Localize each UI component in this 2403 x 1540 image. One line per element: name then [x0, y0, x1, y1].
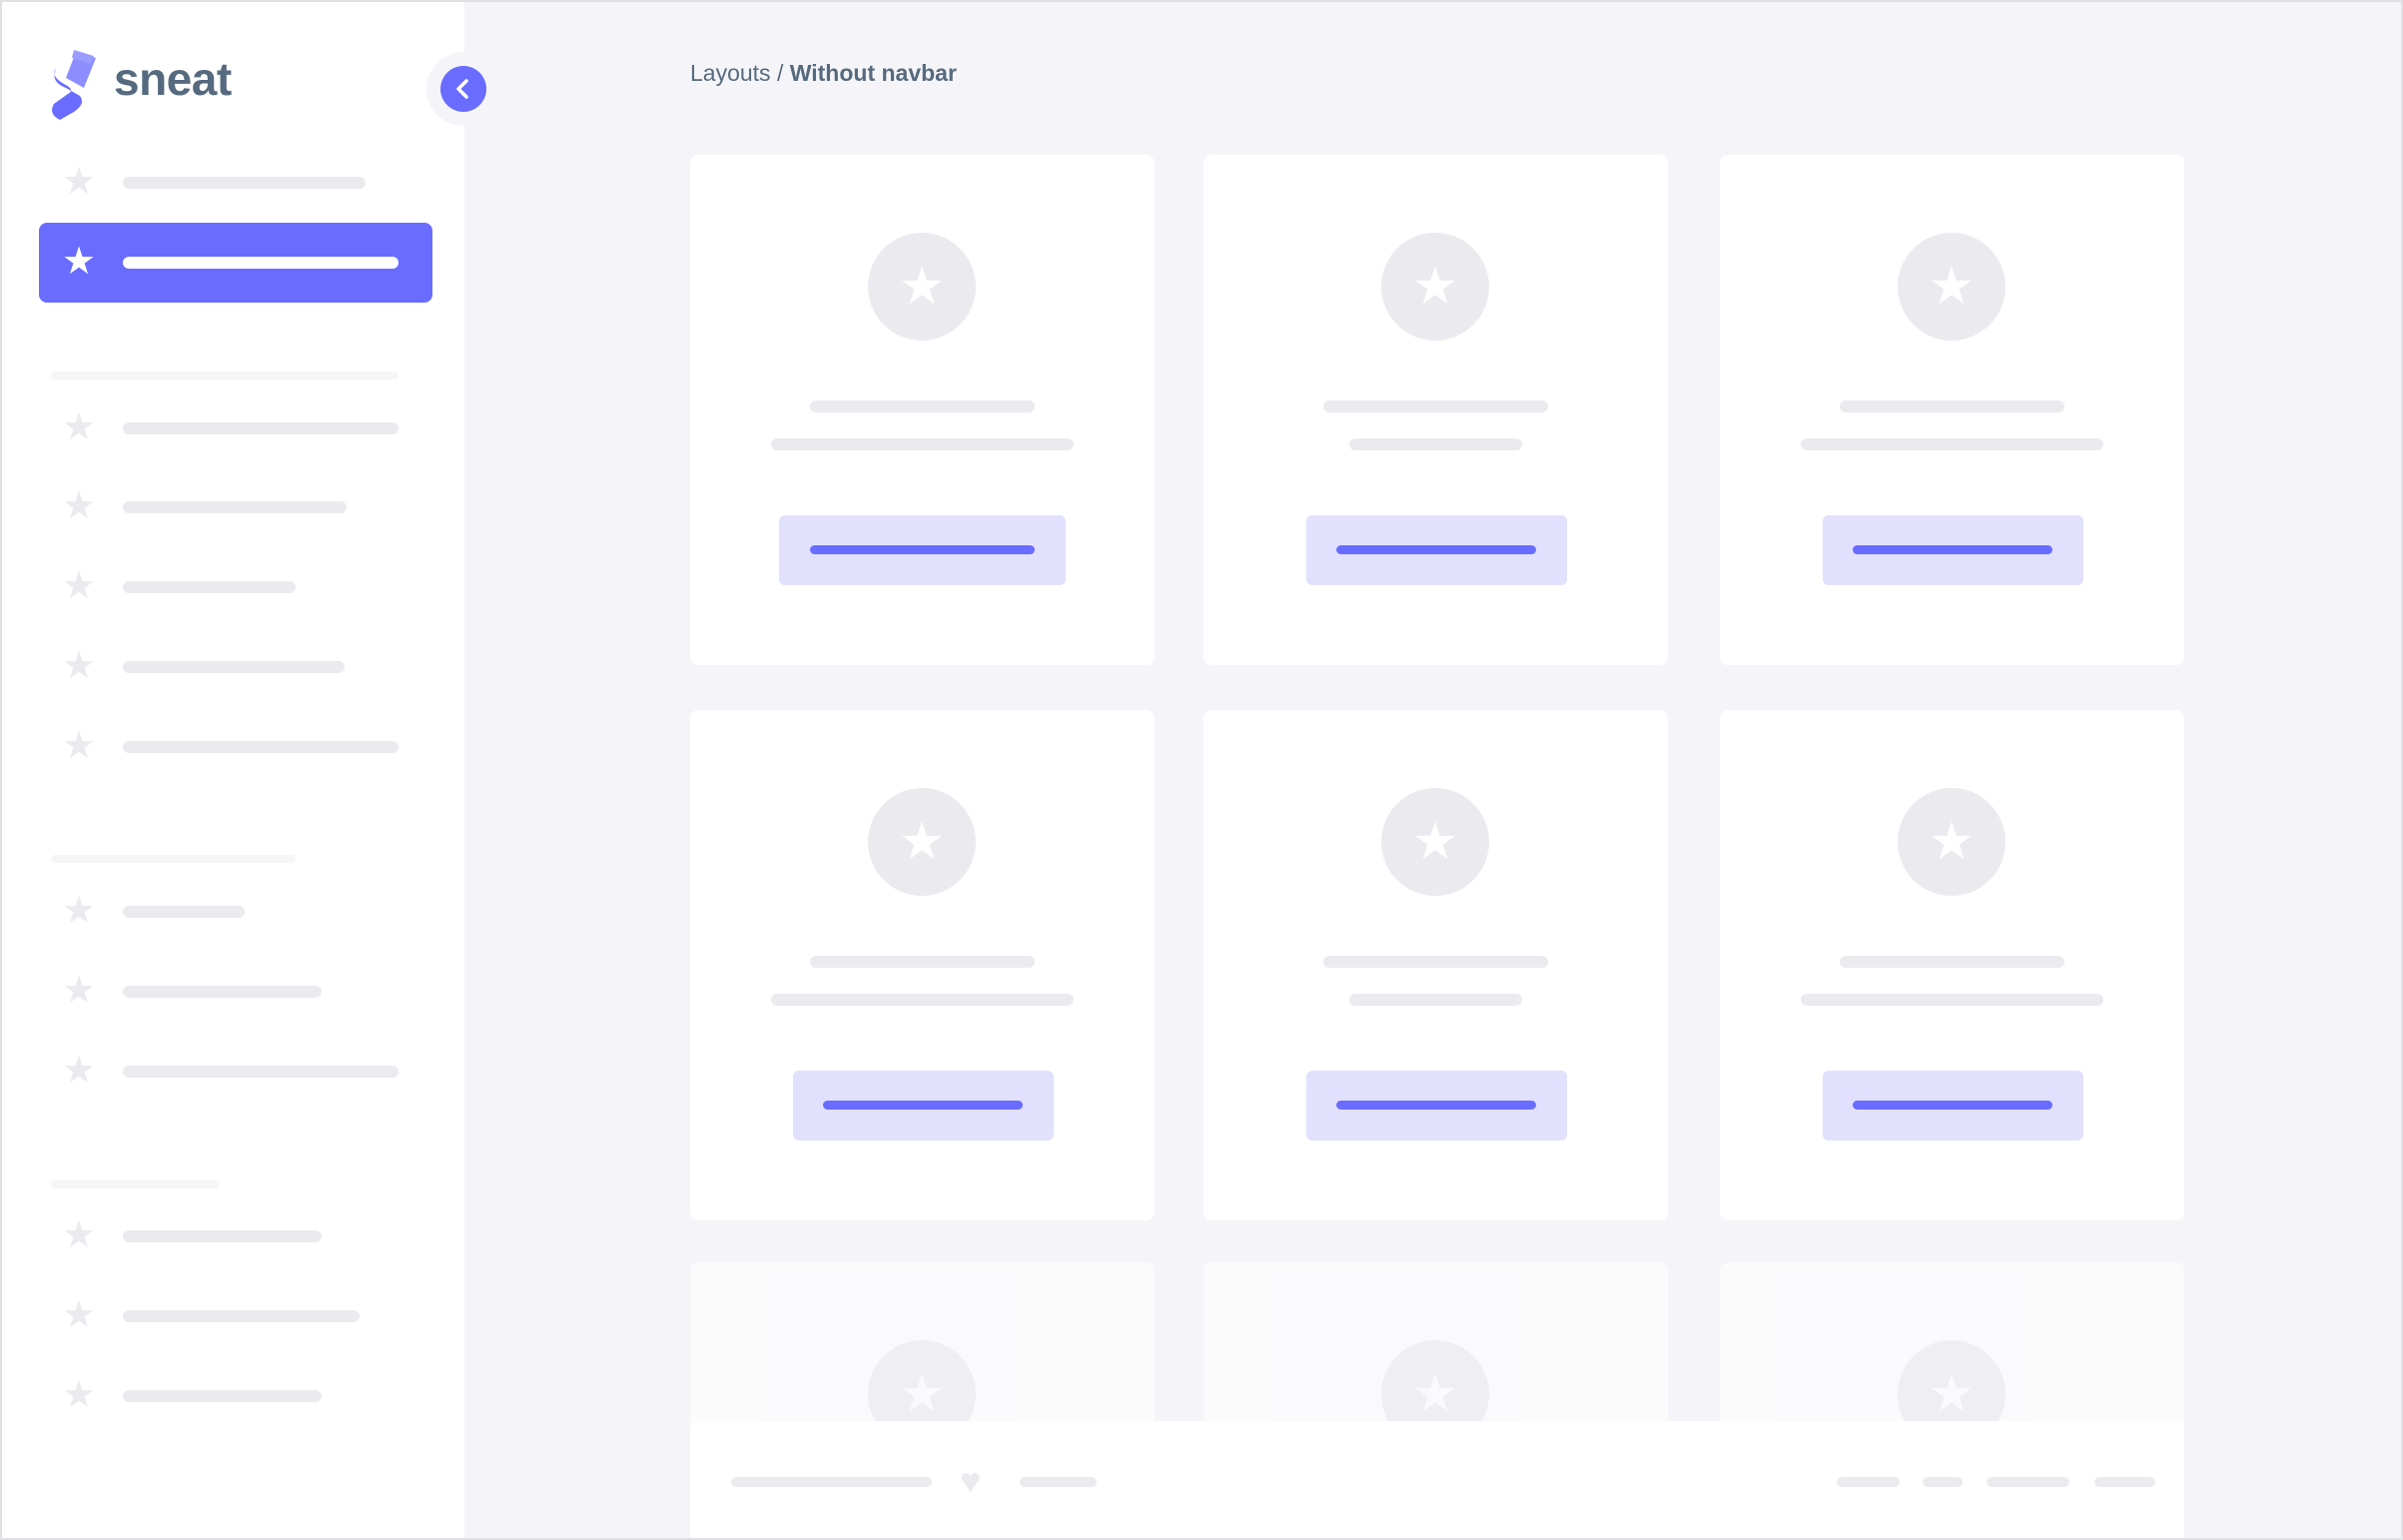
- card-button[interactable]: [793, 1071, 1054, 1141]
- sidebar-item[interactable]: [123, 986, 322, 998]
- star-icon: ★: [61, 406, 97, 448]
- breadcrumb-separator: /: [770, 60, 790, 86]
- card-button[interactable]: [1306, 515, 1567, 585]
- card-button-label: [1853, 545, 2052, 554]
- sidebar-item[interactable]: [123, 906, 245, 918]
- star-icon: ★: [1898, 233, 2005, 341]
- star-icon: ★: [61, 1294, 97, 1336]
- sidebar-item-active-label[interactable]: [123, 257, 399, 269]
- footer-link[interactable]: [1923, 1477, 1963, 1487]
- card-button-label: [1336, 1101, 1536, 1110]
- sidebar-item[interactable]: [123, 501, 347, 513]
- sidebar-item[interactable]: [123, 1230, 322, 1242]
- star-icon: ★: [61, 565, 97, 607]
- sidebar-item[interactable]: [123, 1310, 360, 1322]
- star-icon: ★: [61, 1374, 97, 1416]
- card-button-label: [823, 1101, 1023, 1110]
- star-icon: ★: [868, 788, 976, 896]
- star-icon: ★: [868, 233, 976, 341]
- star-icon: ★: [61, 485, 97, 527]
- card-text-placeholder: [1801, 438, 2103, 450]
- card-button-label: [1336, 545, 1536, 554]
- star-icon: ★: [61, 645, 97, 687]
- footer-link[interactable]: [1020, 1477, 1097, 1487]
- card-button[interactable]: [779, 515, 1066, 585]
- card-button[interactable]: [1306, 1071, 1567, 1141]
- star-icon: ★: [61, 970, 97, 1012]
- card-text-placeholder: [1801, 994, 2103, 1006]
- footer-text: [731, 1477, 932, 1487]
- star-icon: ★: [1381, 788, 1489, 896]
- footer-link[interactable]: [1987, 1477, 2069, 1487]
- logo-text: sneat: [114, 53, 232, 105]
- card: ★: [1720, 710, 2184, 1220]
- star-icon: ★: [61, 161, 97, 203]
- card-button[interactable]: [1823, 515, 2083, 585]
- heart-icon: ♥: [960, 1460, 982, 1501]
- card-title-placeholder: [1840, 956, 2064, 968]
- star-icon: ★: [61, 241, 97, 283]
- logo-icon: [46, 48, 100, 127]
- chevron-left-icon: [456, 79, 468, 99]
- sidebar-item[interactable]: [123, 741, 399, 753]
- card-button-label: [1853, 1101, 2052, 1110]
- collapse-sidebar-button[interactable]: [440, 66, 486, 112]
- section-header: [51, 372, 399, 380]
- sidebar-item[interactable]: [123, 581, 296, 593]
- star-icon: ★: [1381, 233, 1489, 341]
- card-text-placeholder: [771, 438, 1074, 450]
- footer-link[interactable]: [1837, 1477, 1900, 1487]
- card-title-placeholder: [1323, 400, 1548, 412]
- sidebar-item[interactable]: [123, 422, 399, 434]
- star-icon: ★: [61, 890, 97, 932]
- card-title-placeholder: [810, 956, 1035, 968]
- star-icon: ★: [61, 1214, 97, 1256]
- sidebar-item[interactable]: [123, 1066, 399, 1078]
- footer: ♥: [690, 1421, 2184, 1538]
- sidebar-item[interactable]: [123, 1390, 322, 1402]
- breadcrumb-parent[interactable]: Layouts: [690, 60, 771, 86]
- section-header: [51, 855, 296, 863]
- sidebar-item[interactable]: [123, 177, 366, 189]
- card-title-placeholder: [1323, 956, 1548, 968]
- card: ★: [1203, 710, 1668, 1220]
- card: ★: [690, 155, 1155, 665]
- star-icon: ★: [1898, 788, 2005, 896]
- sidebar-item[interactable]: [123, 661, 345, 673]
- section-header: [51, 1180, 220, 1188]
- card-button-label: [810, 545, 1035, 554]
- card: ★: [1203, 155, 1668, 665]
- card-text-placeholder: [1349, 438, 1522, 450]
- star-icon: ★: [61, 1050, 97, 1092]
- card-text-placeholder: [771, 994, 1074, 1006]
- card: ★: [1720, 155, 2184, 665]
- star-icon: ★: [61, 725, 97, 767]
- breadcrumb-current: Without navbar: [789, 60, 957, 86]
- footer-link[interactable]: [2094, 1477, 2155, 1487]
- sidebar: sneat ★ ★ ★ ★ ★ ★ ★ ★ ★ ★ ★ ★ ★: [2, 2, 464, 1538]
- card-text-placeholder: [1349, 994, 1522, 1006]
- card-button[interactable]: [1823, 1071, 2083, 1141]
- card: ★: [690, 710, 1155, 1220]
- card-title-placeholder: [1840, 400, 2064, 412]
- card-title-placeholder: [810, 400, 1035, 412]
- breadcrumb: Layouts / Without navbar: [690, 60, 957, 87]
